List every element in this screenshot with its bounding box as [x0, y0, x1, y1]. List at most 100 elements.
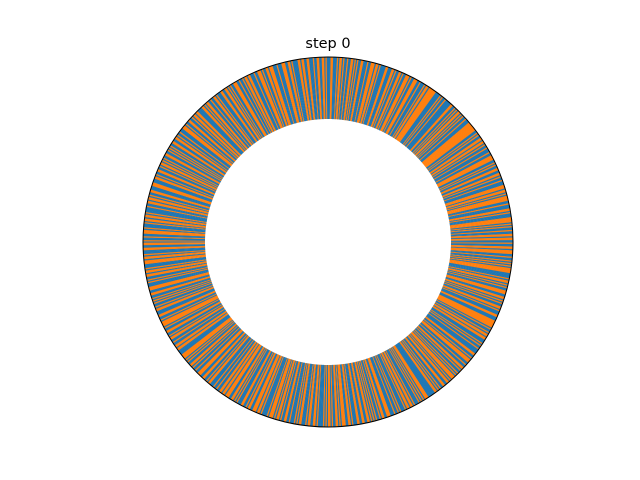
slice-blue	[391, 83, 425, 138]
slice-orange	[445, 278, 505, 299]
slice-blue	[368, 67, 390, 127]
slice-orange	[227, 85, 262, 139]
slice-orange	[248, 74, 277, 131]
slice-blue	[274, 359, 294, 420]
slice-orange	[199, 330, 244, 376]
slice-orange	[358, 360, 375, 422]
slice-orange	[383, 76, 413, 133]
slice-blue	[450, 246, 513, 251]
slice-orange	[374, 355, 400, 414]
slice-blue	[255, 355, 281, 413]
slice-blue	[384, 350, 415, 407]
slice-blue	[164, 299, 220, 331]
slice-blue	[190, 117, 238, 160]
slice-blue	[149, 192, 210, 211]
slice-orange	[338, 57, 345, 120]
slice-orange	[450, 237, 513, 241]
slice-blue	[217, 340, 256, 392]
slice-orange	[256, 355, 282, 414]
slice-orange	[232, 82, 266, 137]
slice-blue	[179, 130, 231, 169]
slice-orange	[417, 115, 465, 159]
slice-blue	[355, 61, 371, 123]
slice-orange	[447, 198, 509, 214]
slice-blue	[401, 93, 440, 144]
slice-blue	[438, 160, 495, 189]
slice-blue	[331, 57, 335, 120]
slice-blue	[294, 59, 307, 121]
slice-orange	[257, 70, 283, 129]
slice-blue	[346, 363, 358, 425]
slice-orange	[188, 119, 237, 162]
slice-blue	[441, 288, 499, 315]
slice-blue	[386, 349, 418, 405]
slice-blue	[427, 313, 479, 351]
slice-blue	[260, 69, 284, 128]
slice-orange	[241, 350, 272, 407]
slice-blue	[149, 191, 210, 210]
slice-orange	[253, 72, 280, 130]
slice-orange	[143, 221, 206, 230]
slice-orange	[209, 98, 251, 148]
slice-blue	[156, 288, 215, 313]
slice-blue	[204, 102, 247, 151]
slice-blue	[189, 118, 237, 161]
slice-orange	[234, 81, 268, 136]
slice-blue	[216, 93, 255, 144]
slice-blue	[198, 108, 243, 155]
slice-blue	[217, 92, 256, 144]
slice-orange	[437, 296, 494, 326]
slice-blue	[435, 300, 491, 332]
slice-blue	[444, 281, 504, 304]
slice-orange	[144, 218, 207, 228]
slice-orange	[428, 134, 480, 172]
slice-orange	[230, 346, 264, 400]
slice-orange	[448, 266, 510, 280]
slice-blue	[320, 57, 324, 120]
slice-orange	[266, 357, 288, 417]
slice-orange	[431, 141, 485, 177]
slice-orange	[393, 345, 428, 399]
slice-orange	[402, 94, 442, 145]
slice-orange	[182, 126, 233, 166]
slice-blue	[158, 166, 216, 193]
slice-blue	[348, 59, 361, 121]
slice-orange	[143, 254, 206, 262]
slice-orange	[212, 338, 253, 388]
slice-orange	[442, 172, 501, 197]
slice-orange	[372, 69, 398, 128]
slice-orange	[447, 199, 509, 215]
slice-blue	[385, 349, 417, 406]
slice-orange	[185, 123, 234, 164]
slice-blue	[448, 204, 510, 219]
slice-blue	[407, 100, 449, 149]
slice-blue	[144, 216, 207, 227]
slice-blue	[439, 292, 497, 319]
slice-blue	[161, 160, 218, 189]
slice-orange	[146, 264, 208, 278]
slice-blue	[376, 72, 404, 130]
slice-blue	[173, 139, 226, 175]
slice-orange	[347, 363, 359, 425]
slice-orange	[360, 63, 379, 124]
slice-orange	[164, 153, 220, 185]
slice-blue	[390, 347, 424, 402]
slice-blue	[361, 360, 380, 420]
slice-blue	[302, 363, 312, 426]
slice-orange	[330, 364, 334, 427]
slice-blue	[199, 108, 244, 154]
slice-orange	[265, 67, 288, 127]
slice-orange	[421, 122, 471, 164]
slice-blue	[421, 121, 470, 163]
slice-blue	[249, 73, 277, 131]
slice-orange	[201, 106, 245, 153]
slice-orange	[332, 364, 337, 427]
slice-orange	[445, 276, 506, 295]
slice-blue	[378, 73, 406, 131]
slice-orange	[322, 364, 326, 427]
slice-blue	[143, 249, 206, 255]
slice-blue	[311, 57, 318, 120]
slice-orange	[227, 345, 262, 398]
slice-orange	[407, 334, 450, 383]
slice-blue	[433, 304, 487, 339]
